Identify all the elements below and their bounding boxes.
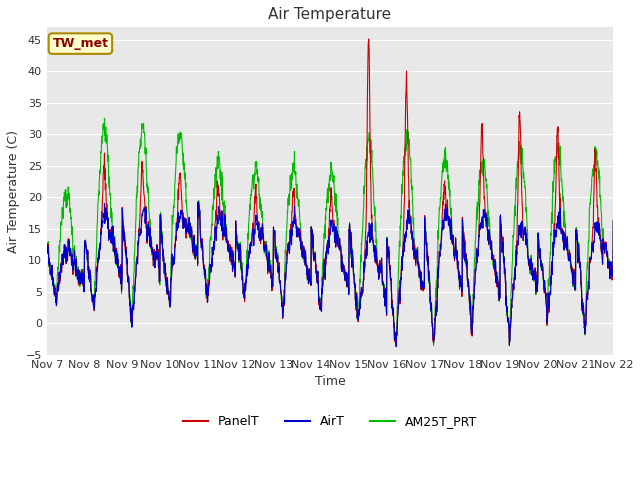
AM25T_PRT [575,254,583,260]
AM25T_PRT [100,115,108,121]
AM25T_PRT [560,199,568,205]
AM25T_PRT [201,268,209,274]
AirT [194,199,202,205]
AirT [359,286,367,292]
AirT [43,242,51,248]
Legend: PanelT, AirT, AM25T_PRT: PanelT, AirT, AM25T_PRT [178,410,482,433]
Line: PanelT: PanelT [47,39,613,347]
Y-axis label: Air Temperature (C): Air Temperature (C) [7,130,20,252]
AM25T_PRT [495,288,503,294]
PanelT [392,344,400,349]
AM25T_PRT [347,240,355,245]
Line: AM25T_PRT: AM25T_PRT [47,118,613,346]
AirT [609,217,617,223]
PanelT [201,269,209,275]
PanelT [560,230,568,236]
Text: TW_met: TW_met [52,37,108,50]
X-axis label: Time: Time [315,375,346,388]
PanelT [346,228,354,234]
PanelT [43,243,51,249]
AirT [392,344,400,349]
PanelT [495,298,503,303]
PanelT [575,257,583,263]
AirT [347,239,355,245]
AirT [495,297,503,303]
AirT [575,255,583,261]
AM25T_PRT [359,219,367,225]
AM25T_PRT [43,242,51,248]
Line: AirT: AirT [47,202,613,347]
PanelT [365,36,372,42]
AirT [201,267,209,273]
AirT [560,229,568,235]
PanelT [359,290,367,296]
AM25T_PRT [506,343,513,348]
Title: Air Temperature: Air Temperature [268,7,392,22]
AM25T_PRT [609,216,617,222]
PanelT [609,218,617,224]
